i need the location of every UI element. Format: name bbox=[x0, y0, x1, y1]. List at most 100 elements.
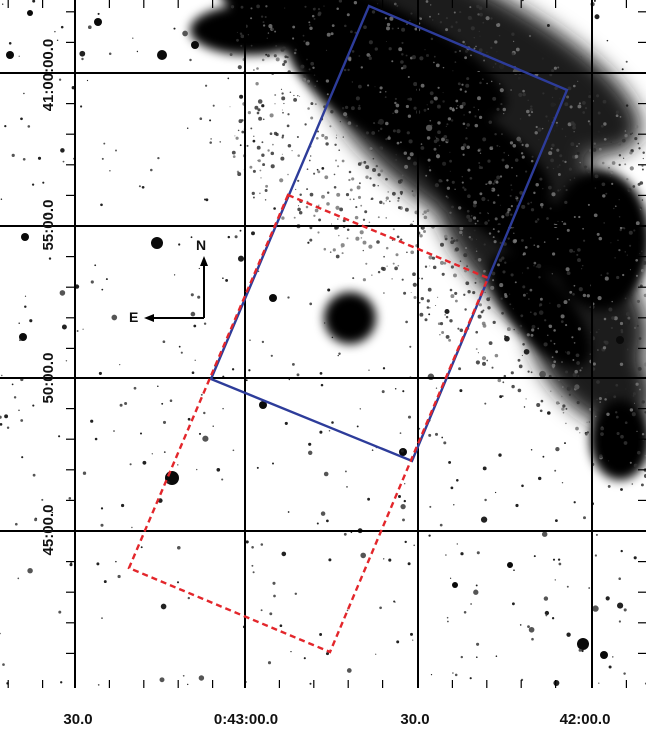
star bbox=[436, 138, 437, 139]
star bbox=[451, 119, 453, 121]
star bbox=[597, 349, 599, 351]
star bbox=[553, 559, 555, 561]
star bbox=[434, 148, 437, 151]
star bbox=[41, 499, 43, 501]
star bbox=[483, 466, 487, 470]
star bbox=[459, 389, 462, 392]
star bbox=[367, 498, 370, 501]
star bbox=[523, 294, 526, 297]
star bbox=[19, 339, 21, 341]
star bbox=[199, 117, 202, 120]
star bbox=[24, 305, 26, 307]
star bbox=[150, 169, 153, 172]
star bbox=[140, 432, 142, 434]
star bbox=[197, 296, 200, 299]
star bbox=[192, 371, 195, 374]
star bbox=[27, 10, 33, 16]
star bbox=[57, 40, 58, 41]
star bbox=[163, 340, 166, 343]
star bbox=[496, 51, 498, 53]
star bbox=[196, 469, 197, 470]
star bbox=[542, 57, 544, 59]
star bbox=[189, 59, 191, 61]
star bbox=[395, 388, 397, 390]
star bbox=[537, 264, 542, 269]
star bbox=[96, 562, 99, 565]
star bbox=[98, 684, 100, 686]
star bbox=[66, 360, 67, 361]
y-tick-label: 55:00.0 bbox=[40, 200, 57, 251]
star bbox=[624, 319, 630, 325]
star bbox=[444, 309, 449, 314]
star bbox=[428, 374, 435, 381]
x-tick-label: 42:00.0 bbox=[560, 711, 611, 728]
star bbox=[12, 154, 15, 157]
star bbox=[435, 433, 438, 436]
star bbox=[428, 434, 431, 437]
star bbox=[288, 511, 290, 513]
star bbox=[317, 169, 319, 171]
star bbox=[496, 22, 498, 24]
star bbox=[452, 672, 454, 674]
star bbox=[106, 278, 108, 280]
star bbox=[450, 578, 451, 579]
star bbox=[564, 442, 566, 444]
star bbox=[456, 479, 459, 482]
star bbox=[2, 663, 5, 666]
star bbox=[151, 237, 163, 249]
star bbox=[574, 384, 579, 389]
star bbox=[183, 675, 185, 677]
star bbox=[402, 518, 405, 521]
star bbox=[317, 522, 319, 524]
star bbox=[338, 353, 340, 355]
star bbox=[623, 672, 625, 674]
star bbox=[618, 249, 620, 251]
star bbox=[225, 279, 228, 282]
star bbox=[205, 198, 208, 201]
star bbox=[246, 379, 248, 381]
star bbox=[634, 556, 637, 559]
x-tick-label: 0:43:00.0 bbox=[214, 711, 278, 728]
x-tick-label: 30.0 bbox=[400, 711, 429, 728]
star bbox=[115, 150, 117, 152]
star bbox=[483, 59, 485, 61]
star bbox=[232, 368, 234, 370]
star bbox=[239, 95, 243, 99]
star bbox=[164, 451, 166, 453]
star bbox=[429, 506, 431, 508]
star bbox=[323, 5, 324, 6]
star bbox=[334, 174, 336, 176]
star bbox=[473, 590, 478, 595]
star bbox=[38, 157, 41, 160]
star bbox=[585, 433, 588, 436]
star bbox=[173, 28, 175, 30]
star bbox=[307, 242, 309, 244]
star bbox=[600, 651, 608, 659]
star bbox=[372, 449, 374, 451]
star bbox=[20, 419, 23, 422]
x-tick-label: 30.0 bbox=[63, 711, 92, 728]
star bbox=[157, 385, 159, 387]
star bbox=[566, 96, 569, 99]
star bbox=[617, 603, 623, 609]
star bbox=[230, 53, 233, 56]
star bbox=[532, 325, 536, 329]
star bbox=[542, 456, 544, 458]
star bbox=[449, 212, 451, 214]
star bbox=[460, 552, 463, 555]
star bbox=[60, 148, 65, 153]
star bbox=[555, 447, 559, 451]
star bbox=[642, 152, 644, 154]
star bbox=[272, 463, 274, 465]
star bbox=[261, 609, 263, 611]
star bbox=[121, 504, 124, 507]
star bbox=[424, 109, 427, 112]
star bbox=[596, 534, 598, 536]
star bbox=[58, 435, 60, 437]
star bbox=[240, 230, 242, 232]
star bbox=[352, 277, 354, 279]
star bbox=[557, 66, 559, 68]
star bbox=[9, 42, 12, 45]
star bbox=[550, 369, 552, 371]
star bbox=[95, 438, 98, 441]
